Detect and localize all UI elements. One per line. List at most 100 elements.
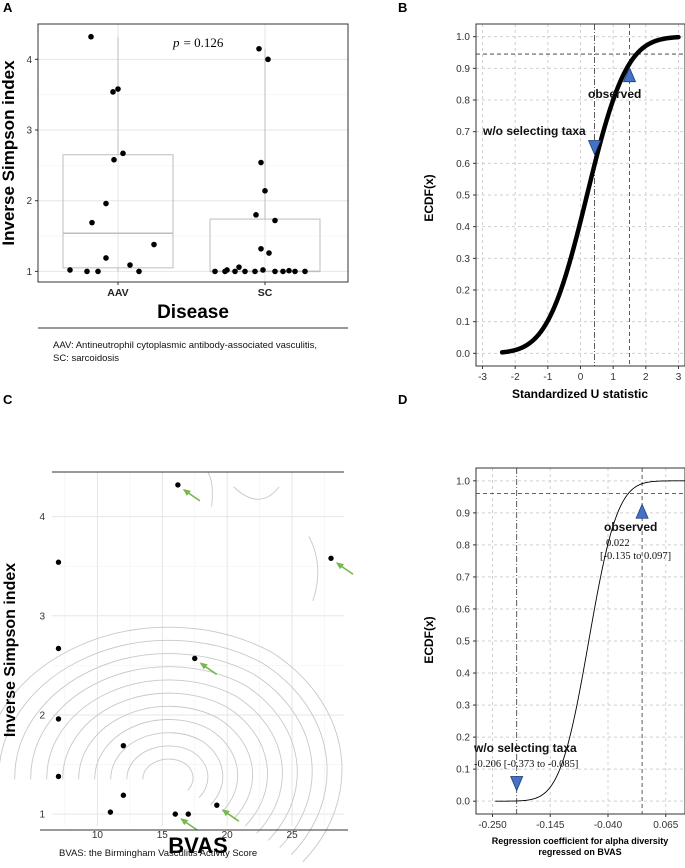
data-point <box>265 56 271 63</box>
panel-a-y-tick-label: 4 <box>26 55 32 66</box>
data-point <box>272 217 278 224</box>
density-contour <box>0 639 328 856</box>
highlight-arrowhead <box>180 818 189 826</box>
d-y-tick-label: 0.4 <box>456 669 470 680</box>
data-point <box>253 212 259 218</box>
d-y-tick-label: 0.7 <box>456 572 470 583</box>
scatter-point <box>214 802 220 808</box>
b-y-tick-label: 0.6 <box>456 159 470 170</box>
data-point <box>136 268 142 275</box>
panel-a-boxplot: 1 2 3 4 AAV SC p = 0.126 Disease Inverse Simps… <box>0 23 349 364</box>
density-contour <box>207 471 213 507</box>
panel-c-y-tick-label: 1 <box>39 810 45 821</box>
data-point <box>111 156 117 163</box>
panel-label-a: A <box>3 0 13 15</box>
data-point <box>280 268 286 275</box>
d-y-tick-label: 0.0 <box>456 797 470 808</box>
data-point <box>103 255 109 261</box>
b-x-tick-label: 2 <box>643 372 649 383</box>
panel-b-y-axis-label: ECDF(x) <box>422 174 436 221</box>
data-point <box>88 33 94 40</box>
d-y-tick-label: 0.3 <box>456 701 470 712</box>
highlight-arrowhead <box>199 662 208 670</box>
scatter-point <box>328 555 334 561</box>
data-point <box>272 268 278 275</box>
highlight-arrowhead <box>221 809 230 817</box>
panel-label-b: B <box>398 0 407 15</box>
data-point <box>242 268 248 275</box>
b-x-tick-label: -1 <box>543 372 552 383</box>
b-y-tick-label: 0.8 <box>456 96 470 107</box>
b-y-tick-label: 0.4 <box>456 222 470 233</box>
scatter-point <box>120 792 127 798</box>
density-contour <box>94 719 239 813</box>
scatter-point <box>55 773 62 780</box>
panel-a-x-tick-label: SC <box>258 287 273 299</box>
density-contour <box>126 745 209 798</box>
panel-d-y-axis-label: ECDF(x) <box>422 616 436 663</box>
panel-d-wo-label: w/o selecting taxa <box>473 741 577 755</box>
ecdf-point <box>656 38 660 43</box>
scatter-point <box>172 811 178 817</box>
data-point <box>95 268 101 275</box>
marker-triangle-up <box>622 66 637 83</box>
panel-a-y-tick-label: 3 <box>26 126 32 137</box>
data-point <box>103 200 109 207</box>
panel-c-x-tick-label: 25 <box>287 830 299 841</box>
ecdf-point <box>500 350 504 354</box>
highlight-arrowhead <box>182 488 191 496</box>
d-y-tick-label: 0.9 <box>456 508 470 519</box>
data-point <box>84 268 90 275</box>
scatter-point <box>55 559 62 565</box>
d-x-tick-label: -0.145 <box>536 820 565 831</box>
marker-triangle-down <box>510 776 524 792</box>
b-x-tick-label: -3 <box>478 372 487 383</box>
data-point <box>110 89 116 95</box>
b-y-tick-label: 0.9 <box>456 64 470 75</box>
b-y-tick-label: 0.3 <box>456 254 470 265</box>
density-contour <box>78 705 253 820</box>
scatter-point <box>107 809 114 815</box>
density-contour <box>110 732 224 806</box>
data-point <box>256 45 262 52</box>
panel-a-y-tick-label: 1 <box>26 267 32 278</box>
panel-c-x-axis-label: BVAS <box>168 833 228 858</box>
data-point <box>260 267 266 273</box>
b-y-tick-label: 1.0 <box>456 32 470 43</box>
panel-c-x-tick-label: 15 <box>157 830 169 841</box>
panel-c-x-tick-label: 10 <box>92 830 104 841</box>
panel-d-x-axis-label-line-2: regressed on BVAS <box>538 847 621 857</box>
d-x-tick-label: 0.065 <box>653 820 678 831</box>
panel-a-y-tick-label: 2 <box>26 196 32 207</box>
data-point <box>89 219 95 226</box>
scatter-point <box>185 811 191 817</box>
panel-a-caption-line-1: AAV: Antineutrophil cytoplasmic antibody… <box>53 340 317 351</box>
scatter-point <box>55 716 62 722</box>
d-x-tick-label: -0.250 <box>478 820 507 831</box>
panel-c-y-axis-label: Inverse Simpson index <box>2 563 19 737</box>
panel-d-ecdf: 0.0 0.1 0.2 0.3 0.4 0.5 0.6 0.7 0.8 0.9 1.0 -0.250 -… <box>422 467 685 857</box>
d-y-tick-label: 0.1 <box>456 765 470 776</box>
data-point <box>302 268 308 275</box>
panel-b-wo-label: w/o selecting taxa <box>482 124 586 138</box>
ecdf-curve <box>499 34 681 355</box>
data-point <box>115 86 121 92</box>
scatter-point <box>175 482 181 488</box>
data-point <box>236 264 242 270</box>
panel-d-observed-ci: [-0.135 to 0.097] <box>600 551 671 562</box>
box-aav <box>62 154 174 269</box>
b-y-tick-label: 0.0 <box>456 349 470 360</box>
panel-b-ecdf: 0.0 0.1 0.2 0.3 0.4 0.5 0.6 0.7 0.8 0.9 1.0 -3 -2 -1 0… <box>422 23 685 401</box>
panel-a-y-axis-label: Inverse Simpson index <box>0 60 18 246</box>
panel-d-observed-label: observed <box>604 520 657 534</box>
panel-label-d: D <box>398 392 407 407</box>
data-point <box>67 267 73 273</box>
marker-triangle-down <box>587 140 602 156</box>
density-contour <box>30 666 298 841</box>
panel-c-caption: BVAS: the Birmingham Vasculitis Activity… <box>59 848 257 859</box>
data-point <box>258 159 264 166</box>
d-y-tick-label: 0.6 <box>456 604 470 615</box>
panel-d-observed-value: 0.022 <box>606 538 630 549</box>
density-contour <box>142 758 194 791</box>
